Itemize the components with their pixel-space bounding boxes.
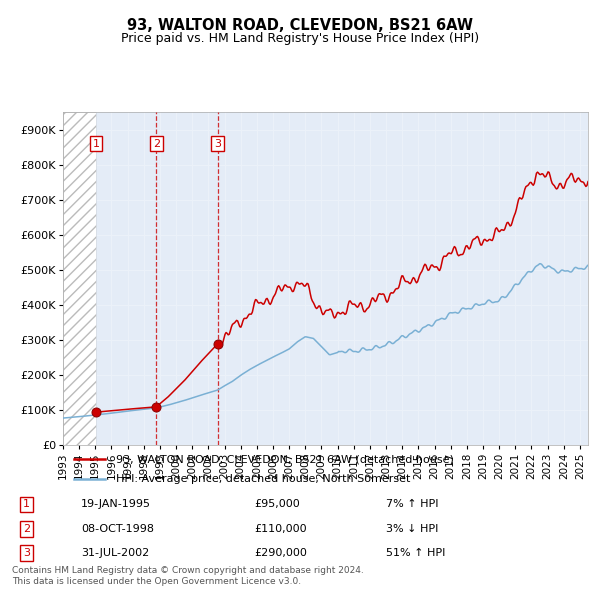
Text: This data is licensed under the Open Government Licence v3.0.: This data is licensed under the Open Gov… bbox=[12, 577, 301, 586]
Text: 08-OCT-1998: 08-OCT-1998 bbox=[81, 524, 154, 534]
Bar bbox=[63, 112, 96, 445]
Text: £290,000: £290,000 bbox=[254, 548, 307, 558]
Text: 93, WALTON ROAD, CLEVEDON, BS21 6AW (detached house): 93, WALTON ROAD, CLEVEDON, BS21 6AW (det… bbox=[115, 454, 454, 464]
Text: 3: 3 bbox=[23, 548, 30, 558]
Bar bbox=[218, 112, 588, 445]
Text: £110,000: £110,000 bbox=[254, 524, 307, 534]
Text: 51% ↑ HPI: 51% ↑ HPI bbox=[386, 548, 446, 558]
Text: Contains HM Land Registry data © Crown copyright and database right 2024.: Contains HM Land Registry data © Crown c… bbox=[12, 566, 364, 575]
Text: 7% ↑ HPI: 7% ↑ HPI bbox=[386, 500, 439, 509]
Text: Price paid vs. HM Land Registry's House Price Index (HPI): Price paid vs. HM Land Registry's House … bbox=[121, 32, 479, 45]
Text: £95,000: £95,000 bbox=[254, 500, 299, 509]
Text: 1: 1 bbox=[92, 139, 100, 149]
Bar bbox=[96, 112, 156, 445]
Text: 2: 2 bbox=[152, 139, 160, 149]
Text: 3% ↓ HPI: 3% ↓ HPI bbox=[386, 524, 439, 534]
Bar bbox=[156, 112, 218, 445]
Text: 3: 3 bbox=[214, 139, 221, 149]
Text: 19-JAN-1995: 19-JAN-1995 bbox=[81, 500, 151, 509]
Text: 1: 1 bbox=[23, 500, 30, 509]
Text: HPI: Average price, detached house, North Somerset: HPI: Average price, detached house, Nort… bbox=[115, 474, 410, 484]
Text: 93, WALTON ROAD, CLEVEDON, BS21 6AW: 93, WALTON ROAD, CLEVEDON, BS21 6AW bbox=[127, 18, 473, 32]
Text: 2: 2 bbox=[23, 524, 30, 534]
Text: 31-JUL-2002: 31-JUL-2002 bbox=[81, 548, 149, 558]
